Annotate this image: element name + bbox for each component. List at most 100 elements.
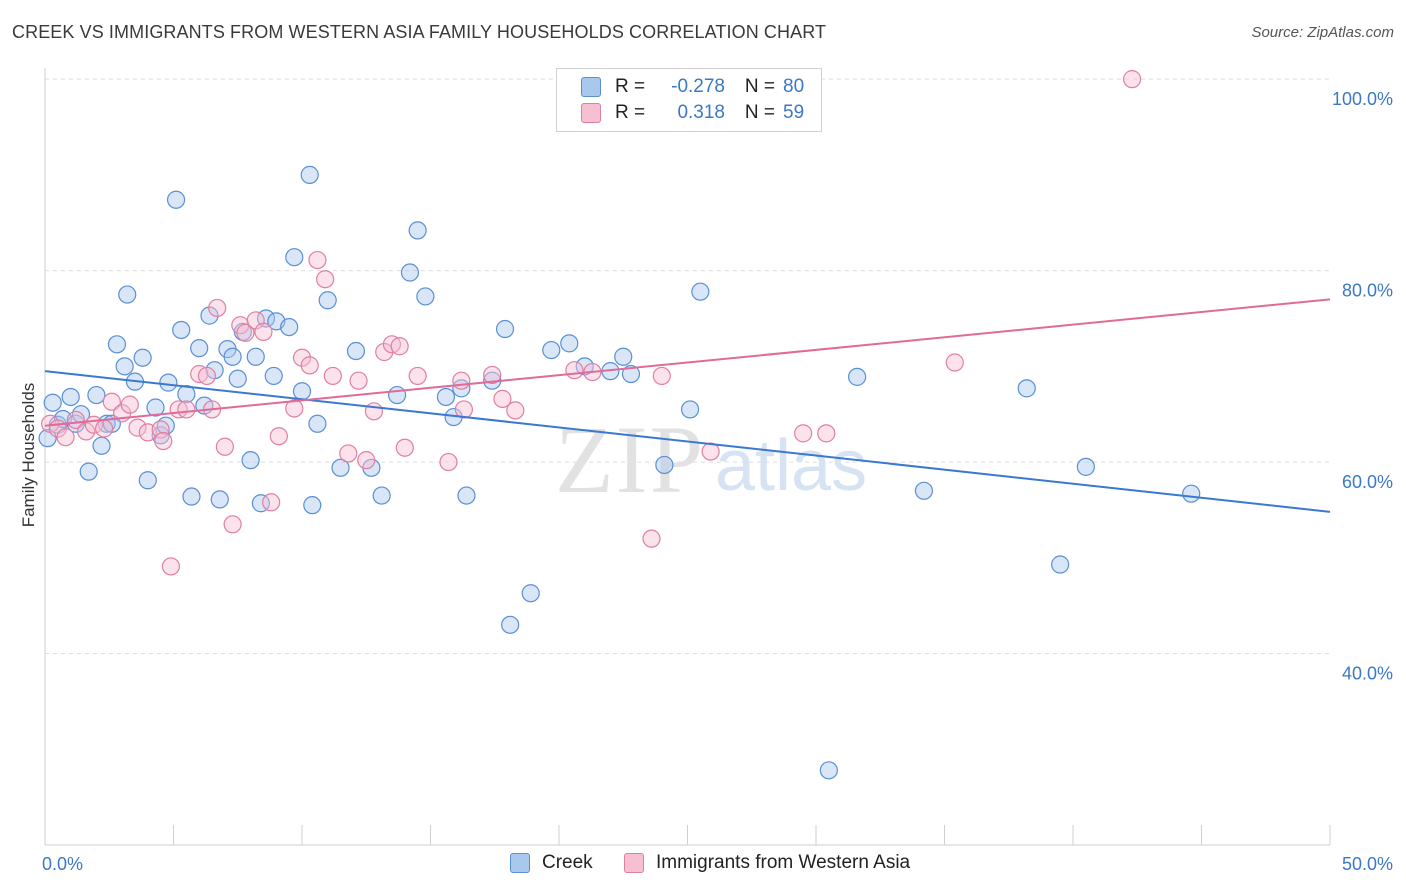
point-western-asia <box>102 392 121 411</box>
legend-label-western-asia: Immigrants from Western Asia <box>656 852 911 873</box>
point-creek <box>241 451 260 470</box>
trend-lines <box>44 298 1331 513</box>
point-creek <box>115 357 134 376</box>
watermark: ZIP atlas <box>555 406 867 513</box>
point-creek <box>210 490 229 509</box>
x-tick-label-right: 50.0% <box>1342 854 1393 874</box>
point-creek <box>182 487 201 506</box>
point-western-asia <box>642 529 661 548</box>
legend-n-label: N = <box>744 76 775 97</box>
point-western-asia <box>395 438 414 457</box>
point-creek <box>1182 484 1201 503</box>
point-western-asia <box>794 424 813 443</box>
point-western-asia <box>151 420 170 439</box>
source-label: Source: ZipAtlas.com <box>1251 24 1394 41</box>
point-creek <box>61 387 80 407</box>
point-creek <box>1017 379 1036 398</box>
point-creek <box>172 320 191 340</box>
legend-r-value: -0.278 <box>671 76 725 97</box>
point-western-asia <box>357 451 376 470</box>
point-creek <box>346 341 366 361</box>
point-creek <box>542 340 561 360</box>
point-creek <box>621 364 641 384</box>
point-creek <box>318 291 337 310</box>
point-creek <box>107 335 127 354</box>
point-creek <box>560 334 579 353</box>
y-tick-label: 60.0% <box>1342 472 1393 492</box>
point-creek <box>1051 555 1070 574</box>
point-western-asia <box>439 452 458 472</box>
point-creek <box>264 366 283 386</box>
grid-lines <box>45 78 1330 655</box>
point-creek <box>228 369 247 388</box>
point-western-asia <box>483 365 502 385</box>
point-western-asia <box>945 353 964 372</box>
legend-n-value: 80 <box>783 76 805 97</box>
axes <box>44 68 1331 846</box>
point-creek <box>1076 457 1095 476</box>
legend-swatch-creek <box>510 853 530 873</box>
y-axis-label: Family Households <box>19 383 38 528</box>
point-creek <box>159 373 178 392</box>
point-creek <box>92 436 111 455</box>
point-western-asia <box>817 424 836 443</box>
point-western-asia <box>269 427 288 446</box>
point-creek <box>285 248 304 267</box>
point-western-asia <box>208 298 227 318</box>
y-tick-labels: 40.0% 60.0% 80.0% 100.0% <box>1332 89 1393 683</box>
x-tick-labels: 0.0% 50.0% <box>42 854 1393 874</box>
point-creek <box>416 287 435 306</box>
x-tick-label-left: 0.0% <box>42 854 83 874</box>
point-creek <box>87 385 106 405</box>
legend-r-label: R = <box>615 76 646 97</box>
point-creek <box>331 458 350 477</box>
point-creek <box>138 471 157 490</box>
point-western-asia <box>215 437 234 456</box>
point-creek <box>408 221 427 240</box>
y-tick-label: 80.0% <box>1342 281 1393 301</box>
point-western-asia <box>408 366 427 386</box>
point-western-asia <box>452 371 471 390</box>
point-western-asia <box>652 366 671 386</box>
point-creek <box>133 348 152 367</box>
legend-r-value: 0.318 <box>677 102 725 123</box>
legend-row-creek: R = -0.278 N = 80 <box>581 75 823 99</box>
point-creek <box>43 393 62 412</box>
point-creek <box>280 317 299 337</box>
point-western-asia <box>565 361 584 380</box>
series-legend: Creek Immigrants from Western Asia <box>0 852 1406 878</box>
trend-line-western-asia <box>44 298 1331 427</box>
point-western-asia <box>292 348 312 367</box>
point-creek <box>914 481 934 500</box>
point-western-asia <box>506 401 525 420</box>
point-western-asia <box>120 395 139 414</box>
point-creek <box>292 382 312 401</box>
y-tick-label: 40.0% <box>1342 664 1393 684</box>
point-creek <box>436 387 456 407</box>
point-western-asia <box>66 410 85 430</box>
watermark-atlas: atlas <box>715 426 867 506</box>
point-western-asia <box>197 366 217 386</box>
point-creek <box>691 282 710 301</box>
point-creek <box>521 584 540 603</box>
point-creek <box>655 455 674 475</box>
legend-item-creek[interactable]: Creek <box>510 852 593 874</box>
point-western-asia <box>300 356 319 375</box>
point-western-asia <box>316 270 335 289</box>
point-creek <box>308 414 327 433</box>
point-western-asia <box>285 399 304 418</box>
point-western-asia <box>223 515 242 534</box>
point-creek <box>387 385 407 405</box>
chart-title: CREEK VS IMMIGRANTS FROM WESTERN ASIA FA… <box>12 22 827 42</box>
point-western-asia <box>390 337 409 356</box>
legend-item-western-asia[interactable]: Immigrants from Western Asia <box>624 852 910 874</box>
legend-n-value: 59 <box>783 102 805 123</box>
point-creek <box>372 486 391 505</box>
point-western-asia <box>95 419 114 438</box>
point-western-asia <box>128 418 147 437</box>
legend-label-creek: Creek <box>542 852 593 873</box>
point-creek <box>300 165 319 184</box>
point-creek <box>190 339 209 358</box>
point-creek <box>614 347 633 366</box>
